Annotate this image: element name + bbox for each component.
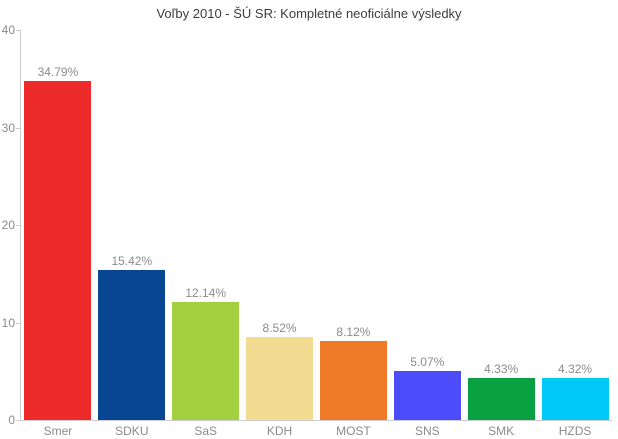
bar-value-label-sdku: 15.42% [111,253,153,268]
x-category-label-smk: SMK [488,424,515,438]
x-category-label-sns: SNS [414,424,440,438]
y-tick-label-20: 20 [1,218,15,232]
bar-value-label-hzds: 4.32% [558,361,593,376]
bar-hzds[interactable] [541,377,609,420]
bar-sdku[interactable] [98,269,166,420]
bar-value-label-sns: 5.07% [410,354,445,369]
plot-area: 34.79% 15.42% 12.14% 8.52% 8.12% 5.07% 4.33% 4.… [21,30,612,420]
bar-value-label-sas: 12.14% [185,285,227,300]
bar-sns[interactable] [393,370,461,420]
chart-title: Voľby 2010 - ŠÚ SR: Kompletné neoficiáln… [156,6,462,21]
y-tick-mark-40 [16,30,20,31]
bar-value-label-smer: 34.79% [37,64,79,79]
y-tick-label-0: 0 [8,413,15,427]
bar-most[interactable] [319,340,387,420]
x-axis-line [20,420,612,421]
y-tick-mark-0 [16,420,20,421]
x-category-label-sas: SaS [194,424,218,438]
y-tick-label-40: 40 [1,23,15,37]
x-category-label-smer: Smer [43,424,73,438]
bar-value-label-smk: 4.33% [484,361,519,376]
x-category-label-most: MOST [336,424,371,438]
x-category-label-sdku: SDKU [115,424,149,438]
bar-kdh[interactable] [246,336,314,420]
bar-smer[interactable] [24,80,92,420]
x-category-label-hzds: HZDS [558,424,592,438]
y-tick-mark-10 [16,322,20,324]
bar-smk[interactable] [467,377,535,420]
y-tick-label-10: 10 [1,315,15,330]
y-axis-line [20,30,21,421]
x-category-label-kdh: KDH [266,424,293,438]
y-tick-mark-20 [16,225,20,226]
y-tick-mark-30 [16,127,20,129]
y-tick-label-30: 30 [1,120,15,135]
bar-value-label-kdh: 8.52% [262,320,297,335]
bar-sas[interactable] [172,301,240,420]
bar-value-label-most: 8.12% [336,324,371,339]
